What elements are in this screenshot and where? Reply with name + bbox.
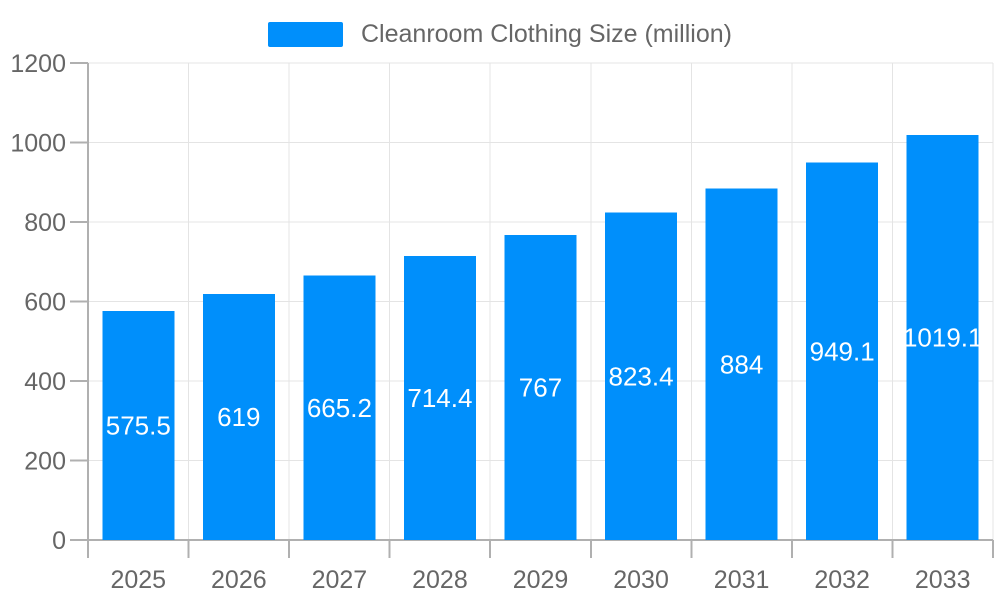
bar-2031[interactable] xyxy=(705,188,778,541)
bar-value-label-2033: 1019.1 xyxy=(903,322,983,352)
y-axis-label-1200: 1200 xyxy=(10,50,66,78)
x-axis-label-2027: 2027 xyxy=(312,566,368,594)
bar-2032[interactable] xyxy=(806,162,879,541)
legend-item[interactable]: Cleanroom Clothing Size (million) xyxy=(0,20,1000,48)
y-axis-label-0: 0 xyxy=(52,527,66,555)
y-axis-label-200: 200 xyxy=(24,448,66,476)
x-axis-label-2029: 2029 xyxy=(513,566,569,594)
bar-2025[interactable] xyxy=(102,311,175,540)
bar-value-label-2027: 665.2 xyxy=(307,393,372,423)
legend-label: Cleanroom Clothing Size (million) xyxy=(361,20,732,48)
bar-value-label-2025: 575.5 xyxy=(106,411,171,441)
bar-2028[interactable] xyxy=(403,256,476,540)
bar-value-label-2028: 714.4 xyxy=(407,383,472,413)
x-axis-label-2025: 2025 xyxy=(110,566,166,594)
y-axis-label-400: 400 xyxy=(24,368,66,396)
bar-2033[interactable] xyxy=(906,134,979,540)
x-axis-label-2028: 2028 xyxy=(412,566,468,594)
bar-value-label-2030: 823.4 xyxy=(609,361,674,391)
x-axis-label-2030: 2030 xyxy=(613,566,669,594)
bar-value-label-2026: 619 xyxy=(217,402,260,432)
x-axis-label-2026: 2026 xyxy=(211,566,267,594)
y-axis-label-1000: 1000 xyxy=(10,130,66,158)
bar-value-label-2029: 767 xyxy=(519,373,562,403)
x-axis-label-2033: 2033 xyxy=(915,566,971,594)
bar-2027[interactable] xyxy=(303,275,376,540)
bar-2026[interactable] xyxy=(202,293,275,540)
bar-2030[interactable] xyxy=(605,212,678,541)
y-axis-label-800: 800 xyxy=(24,209,66,237)
bar-value-label-2031: 884 xyxy=(720,349,763,379)
x-axis-label-2031: 2031 xyxy=(714,566,770,594)
x-axis-label-2032: 2032 xyxy=(814,566,870,594)
bar-2029[interactable] xyxy=(504,235,577,540)
y-axis-label-600: 600 xyxy=(24,289,66,317)
bar-value-label-2032: 949.1 xyxy=(810,336,875,366)
legend-swatch xyxy=(268,21,343,47)
